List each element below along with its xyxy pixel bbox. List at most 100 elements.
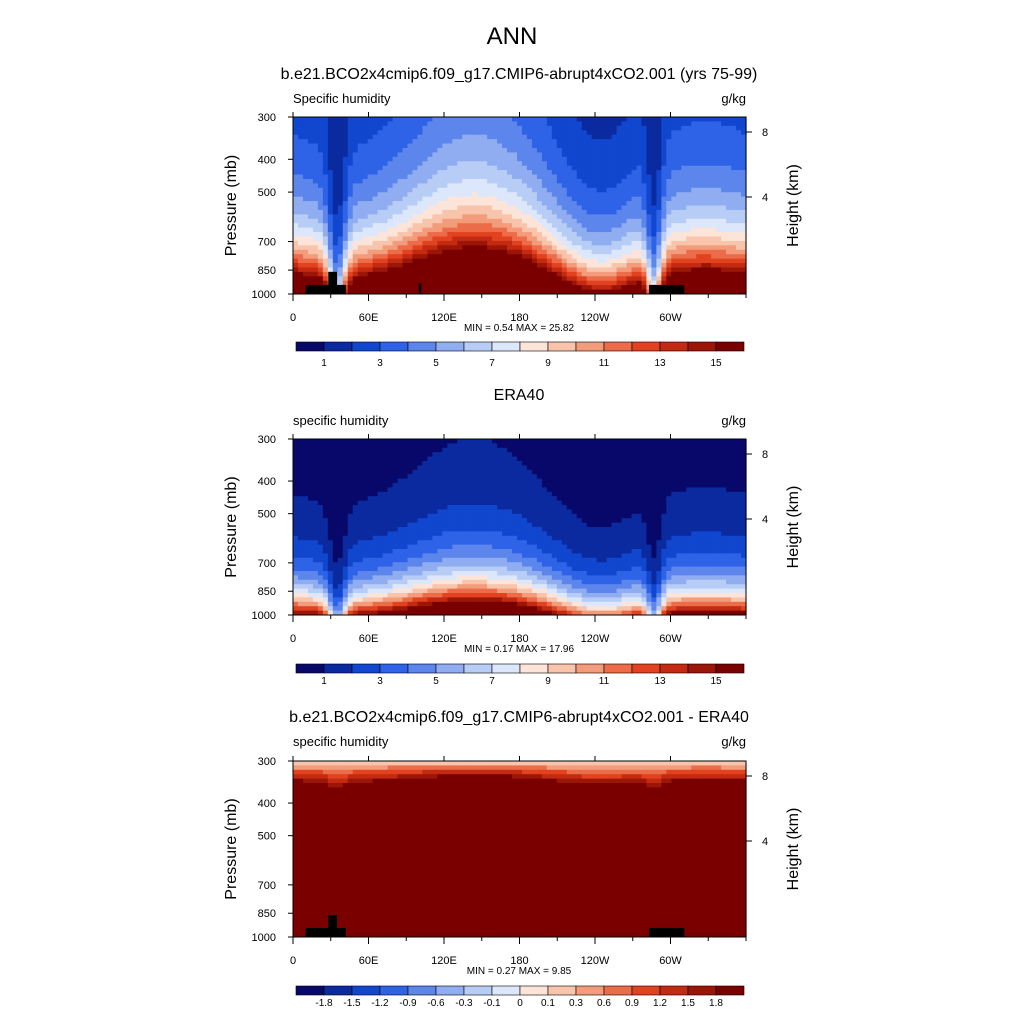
- field-cell: [397, 579, 404, 585]
- field-cell: [681, 232, 687, 242]
- field-cell: [636, 249, 643, 260]
- field-cell: [467, 196, 473, 207]
- colorbar-swatch: [715, 341, 745, 352]
- field-cell: [651, 774, 657, 780]
- field-cell: [526, 117, 533, 140]
- field-cell: [706, 165, 712, 189]
- field-cell: [512, 535, 518, 554]
- field-cell: [372, 769, 379, 775]
- field-cell: [322, 205, 329, 224]
- field-cell: [337, 557, 344, 585]
- field-cell: [556, 571, 563, 581]
- field-cell: [293, 196, 299, 215]
- field-cell: [566, 509, 573, 550]
- field-cell: [467, 178, 473, 198]
- field-cell: [372, 134, 379, 176]
- field-cell: [636, 606, 643, 612]
- field-cell: [322, 236, 329, 246]
- field-cell: [317, 601, 324, 607]
- y-tick-label: 700: [258, 880, 276, 892]
- field-cell: [531, 769, 538, 775]
- field-cell: [482, 245, 488, 294]
- field-cell: [576, 597, 583, 603]
- field-cell: [676, 491, 682, 537]
- field-cell: [541, 761, 548, 766]
- field-cell: [701, 187, 707, 207]
- field-cell: [601, 280, 608, 286]
- field-cell: [676, 130, 682, 171]
- field-cell: [696, 117, 702, 123]
- field-cell: [676, 610, 682, 615]
- field-cell: [686, 218, 692, 233]
- field-cell: [307, 117, 314, 145]
- field-cell: [536, 178, 543, 202]
- field-cell: [541, 218, 548, 229]
- field-cell: [492, 593, 498, 598]
- field-cell: [661, 765, 667, 771]
- field-cell: [482, 575, 488, 581]
- field-cell: [342, 588, 349, 598]
- field-cell: [676, 240, 682, 246]
- field-cell: [646, 778, 653, 784]
- field-cell: [566, 597, 573, 603]
- field-cell: [661, 117, 667, 167]
- field-cell: [337, 267, 344, 277]
- field-cell: [382, 774, 389, 780]
- field-cell: [382, 601, 389, 607]
- field-cell: [576, 518, 583, 554]
- field-cell: [671, 254, 677, 260]
- field-cell: [686, 606, 692, 612]
- field-cell: [397, 610, 404, 615]
- field-cell: [671, 566, 677, 576]
- field-cell: [347, 778, 354, 784]
- field-cell: [661, 783, 667, 937]
- colorbar-label: 5: [433, 676, 439, 687]
- field-cell: [616, 285, 623, 291]
- field-cell: [482, 588, 488, 594]
- field-cell: [671, 606, 677, 612]
- field-cell: [402, 258, 409, 264]
- field-cell: [407, 597, 414, 603]
- field-cell: [477, 774, 483, 937]
- field-cell: [442, 566, 448, 576]
- field-cell: [377, 439, 384, 493]
- field-cell: [432, 601, 438, 615]
- y-tick-label: 500: [258, 509, 276, 521]
- field-cell: [367, 139, 374, 176]
- field-cell: [631, 267, 638, 273]
- field-cell: [512, 240, 518, 246]
- field-cell: [686, 588, 692, 594]
- colorbar: 1 3 5 7 9 11 13 15: [295, 663, 745, 687]
- field-cell: [711, 187, 717, 207]
- field-cell: [293, 593, 299, 598]
- field-cell: [397, 254, 404, 260]
- field-cell: [417, 774, 424, 780]
- field-cell: [536, 152, 543, 180]
- x-tick-label: 120E: [431, 633, 457, 645]
- field-cell: [656, 540, 662, 572]
- field-cell: [691, 258, 697, 264]
- field-cell: [422, 562, 429, 572]
- field-cell: [616, 557, 623, 572]
- field-cell: [327, 439, 334, 541]
- field-cell: [452, 593, 458, 598]
- field-cell: [731, 774, 737, 780]
- field-cell: [681, 254, 687, 260]
- field-cell: [606, 276, 613, 282]
- field-cell: [472, 205, 478, 215]
- field-cell: [312, 778, 319, 784]
- field-cell: [317, 439, 324, 506]
- field-cell: [686, 192, 692, 207]
- field-cell: [606, 774, 613, 780]
- field-cell: [736, 232, 742, 242]
- field-cell: [352, 263, 359, 269]
- field-cell: [731, 584, 737, 590]
- field-cell: [417, 593, 424, 598]
- field-cell: [726, 267, 732, 273]
- field-cell: [636, 549, 643, 568]
- field-cell: [312, 258, 319, 264]
- field-cell: [397, 117, 404, 153]
- field-cell: [526, 597, 533, 603]
- field-cell: [427, 553, 433, 563]
- field-cell: [656, 267, 662, 273]
